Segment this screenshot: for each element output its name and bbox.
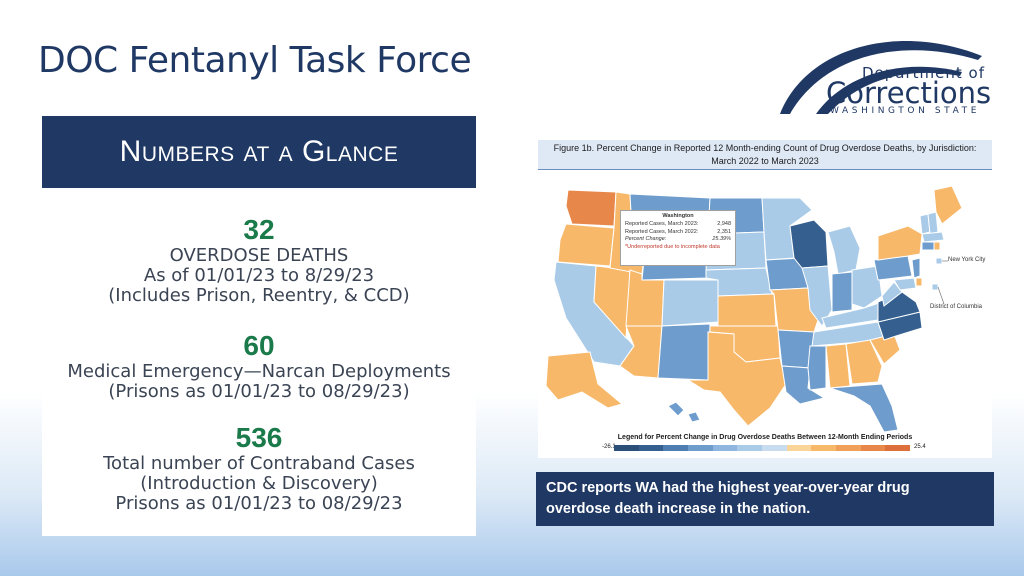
tooltip-row: Reported Cases, March 2023: 2,948 xyxy=(625,221,731,229)
logo-state: WASHINGTON STATE xyxy=(830,106,981,116)
legend-max: 25.4 xyxy=(914,444,926,450)
stat-narcan: 60 Medical Emergency—Narcan Deployments … xyxy=(42,330,476,402)
callout-line-dc xyxy=(937,286,945,305)
cdc-note-box: CDC reports WA had the highest year-over… xyxy=(536,472,994,526)
state-hi xyxy=(667,401,701,423)
stat-line: OVERDOSE DEATHS xyxy=(169,245,349,266)
stat-line: Total number of Contraband Cases xyxy=(103,453,415,474)
state-ny xyxy=(877,225,923,261)
tooltip-value: 25.39% xyxy=(712,236,731,242)
state-nm xyxy=(657,323,711,381)
stat-line: As of 01/01/23 to 8/29/23 xyxy=(143,265,375,286)
stat-contraband: 536 Total number of Contraband Cases (In… xyxy=(42,422,476,514)
state-ks xyxy=(717,293,777,327)
region-dc xyxy=(931,283,939,291)
legend-color-scale xyxy=(614,445,911,451)
state-wv xyxy=(881,281,903,307)
stat-overdose: 32 OVERDOSE DEATHS As of 01/01/23 to 8/2… xyxy=(42,214,476,306)
tooltip-value: 2,948 xyxy=(717,221,731,227)
state-ri xyxy=(933,241,941,251)
tooltip-label: Percent Change: xyxy=(625,236,667,242)
logo-department: Department of xyxy=(862,64,985,82)
state-nh xyxy=(927,211,939,235)
state-ga xyxy=(845,339,883,385)
cdc-figure: Figure 1b. Percent Change in Reported 12… xyxy=(538,140,992,458)
glance-panel: Numbers at a Glance 32 OVERDOSE DEATHS A… xyxy=(42,116,476,536)
state-al xyxy=(825,343,851,389)
tooltip-label: Reported Cases, March 2022: xyxy=(625,228,699,235)
figure-title-line2: March 2022 to March 2023 xyxy=(711,156,819,166)
state-in xyxy=(831,271,853,313)
state-ms xyxy=(807,345,827,391)
state-mi xyxy=(827,225,861,275)
stat-line: (Introduction & Discovery) xyxy=(140,473,378,494)
stat-number: 536 xyxy=(235,422,283,453)
figure-title-line1: Figure 1b. Percent Change in Reported 12… xyxy=(553,143,977,153)
state-de xyxy=(915,277,923,287)
stat-line: Medical Emergency—Narcan Deployments xyxy=(67,361,451,382)
state-or xyxy=(557,223,615,267)
map-tooltip: Washington Reported Cases, March 2023: 2… xyxy=(620,210,736,266)
tooltip-row: Reported Cases, March 2022: 2,351 xyxy=(625,229,731,237)
state-me xyxy=(933,185,963,225)
stat-line: (Prisons as 01/01/23 to 08/29/23) xyxy=(108,381,410,402)
stat-number: 60 xyxy=(243,330,275,361)
region-nyc xyxy=(935,257,943,265)
callout-dc: District of Columbia xyxy=(930,304,983,310)
stat-number: 32 xyxy=(243,214,275,245)
logo-corrections: Corrections xyxy=(826,76,992,110)
cdc-note-line2: overdose death increase in the nation. xyxy=(546,501,811,517)
glance-banner-text: Numbers at a Glance xyxy=(119,135,399,168)
us-overdose-map xyxy=(545,185,963,432)
legend-title: Legend for Percent Change in Drug Overdo… xyxy=(617,434,913,441)
stat-line: (Includes Prison, Reentry, & CCD) xyxy=(108,285,410,306)
tooltip-title: Washington xyxy=(662,213,694,219)
swoosh-logo-icon xyxy=(780,41,982,114)
legend-min: -26.1 xyxy=(602,444,616,450)
state-ak xyxy=(545,351,624,409)
state-ct xyxy=(921,241,935,251)
state-md xyxy=(893,277,917,291)
doc-logo: Department of Corrections WASHINGTON STA… xyxy=(776,28,998,120)
state-nj xyxy=(911,257,921,279)
tooltip-row: Percent Change: 25.39% xyxy=(625,236,731,244)
state-co xyxy=(661,279,719,327)
slide-title: DOC Fentanyl Task Force xyxy=(38,40,472,81)
map-legend: Legend for Percent Change in Drug Overdo… xyxy=(538,434,992,451)
state-ma xyxy=(921,231,945,243)
tooltip-value: 2,351 xyxy=(717,228,731,235)
callout-nyc: New York City xyxy=(948,257,986,263)
stat-line: Prisons as 01/01/23 to 08/29/23 xyxy=(115,493,403,514)
glance-banner: Numbers at a Glance xyxy=(42,116,476,188)
state-fl xyxy=(829,383,899,432)
state-wa xyxy=(565,189,617,227)
state-wi xyxy=(789,219,829,269)
state-oh xyxy=(851,265,883,309)
state-tx xyxy=(686,331,787,427)
state-il xyxy=(801,265,833,327)
tooltip-note: *Underreported due to incomplete data xyxy=(625,243,720,250)
figure-title: Figure 1b. Percent Change in Reported 12… xyxy=(538,140,992,170)
cdc-note-line1: CDC reports WA had the highest year-over… xyxy=(546,480,910,496)
tooltip-label: Reported Cases, March 2023: xyxy=(625,221,699,227)
